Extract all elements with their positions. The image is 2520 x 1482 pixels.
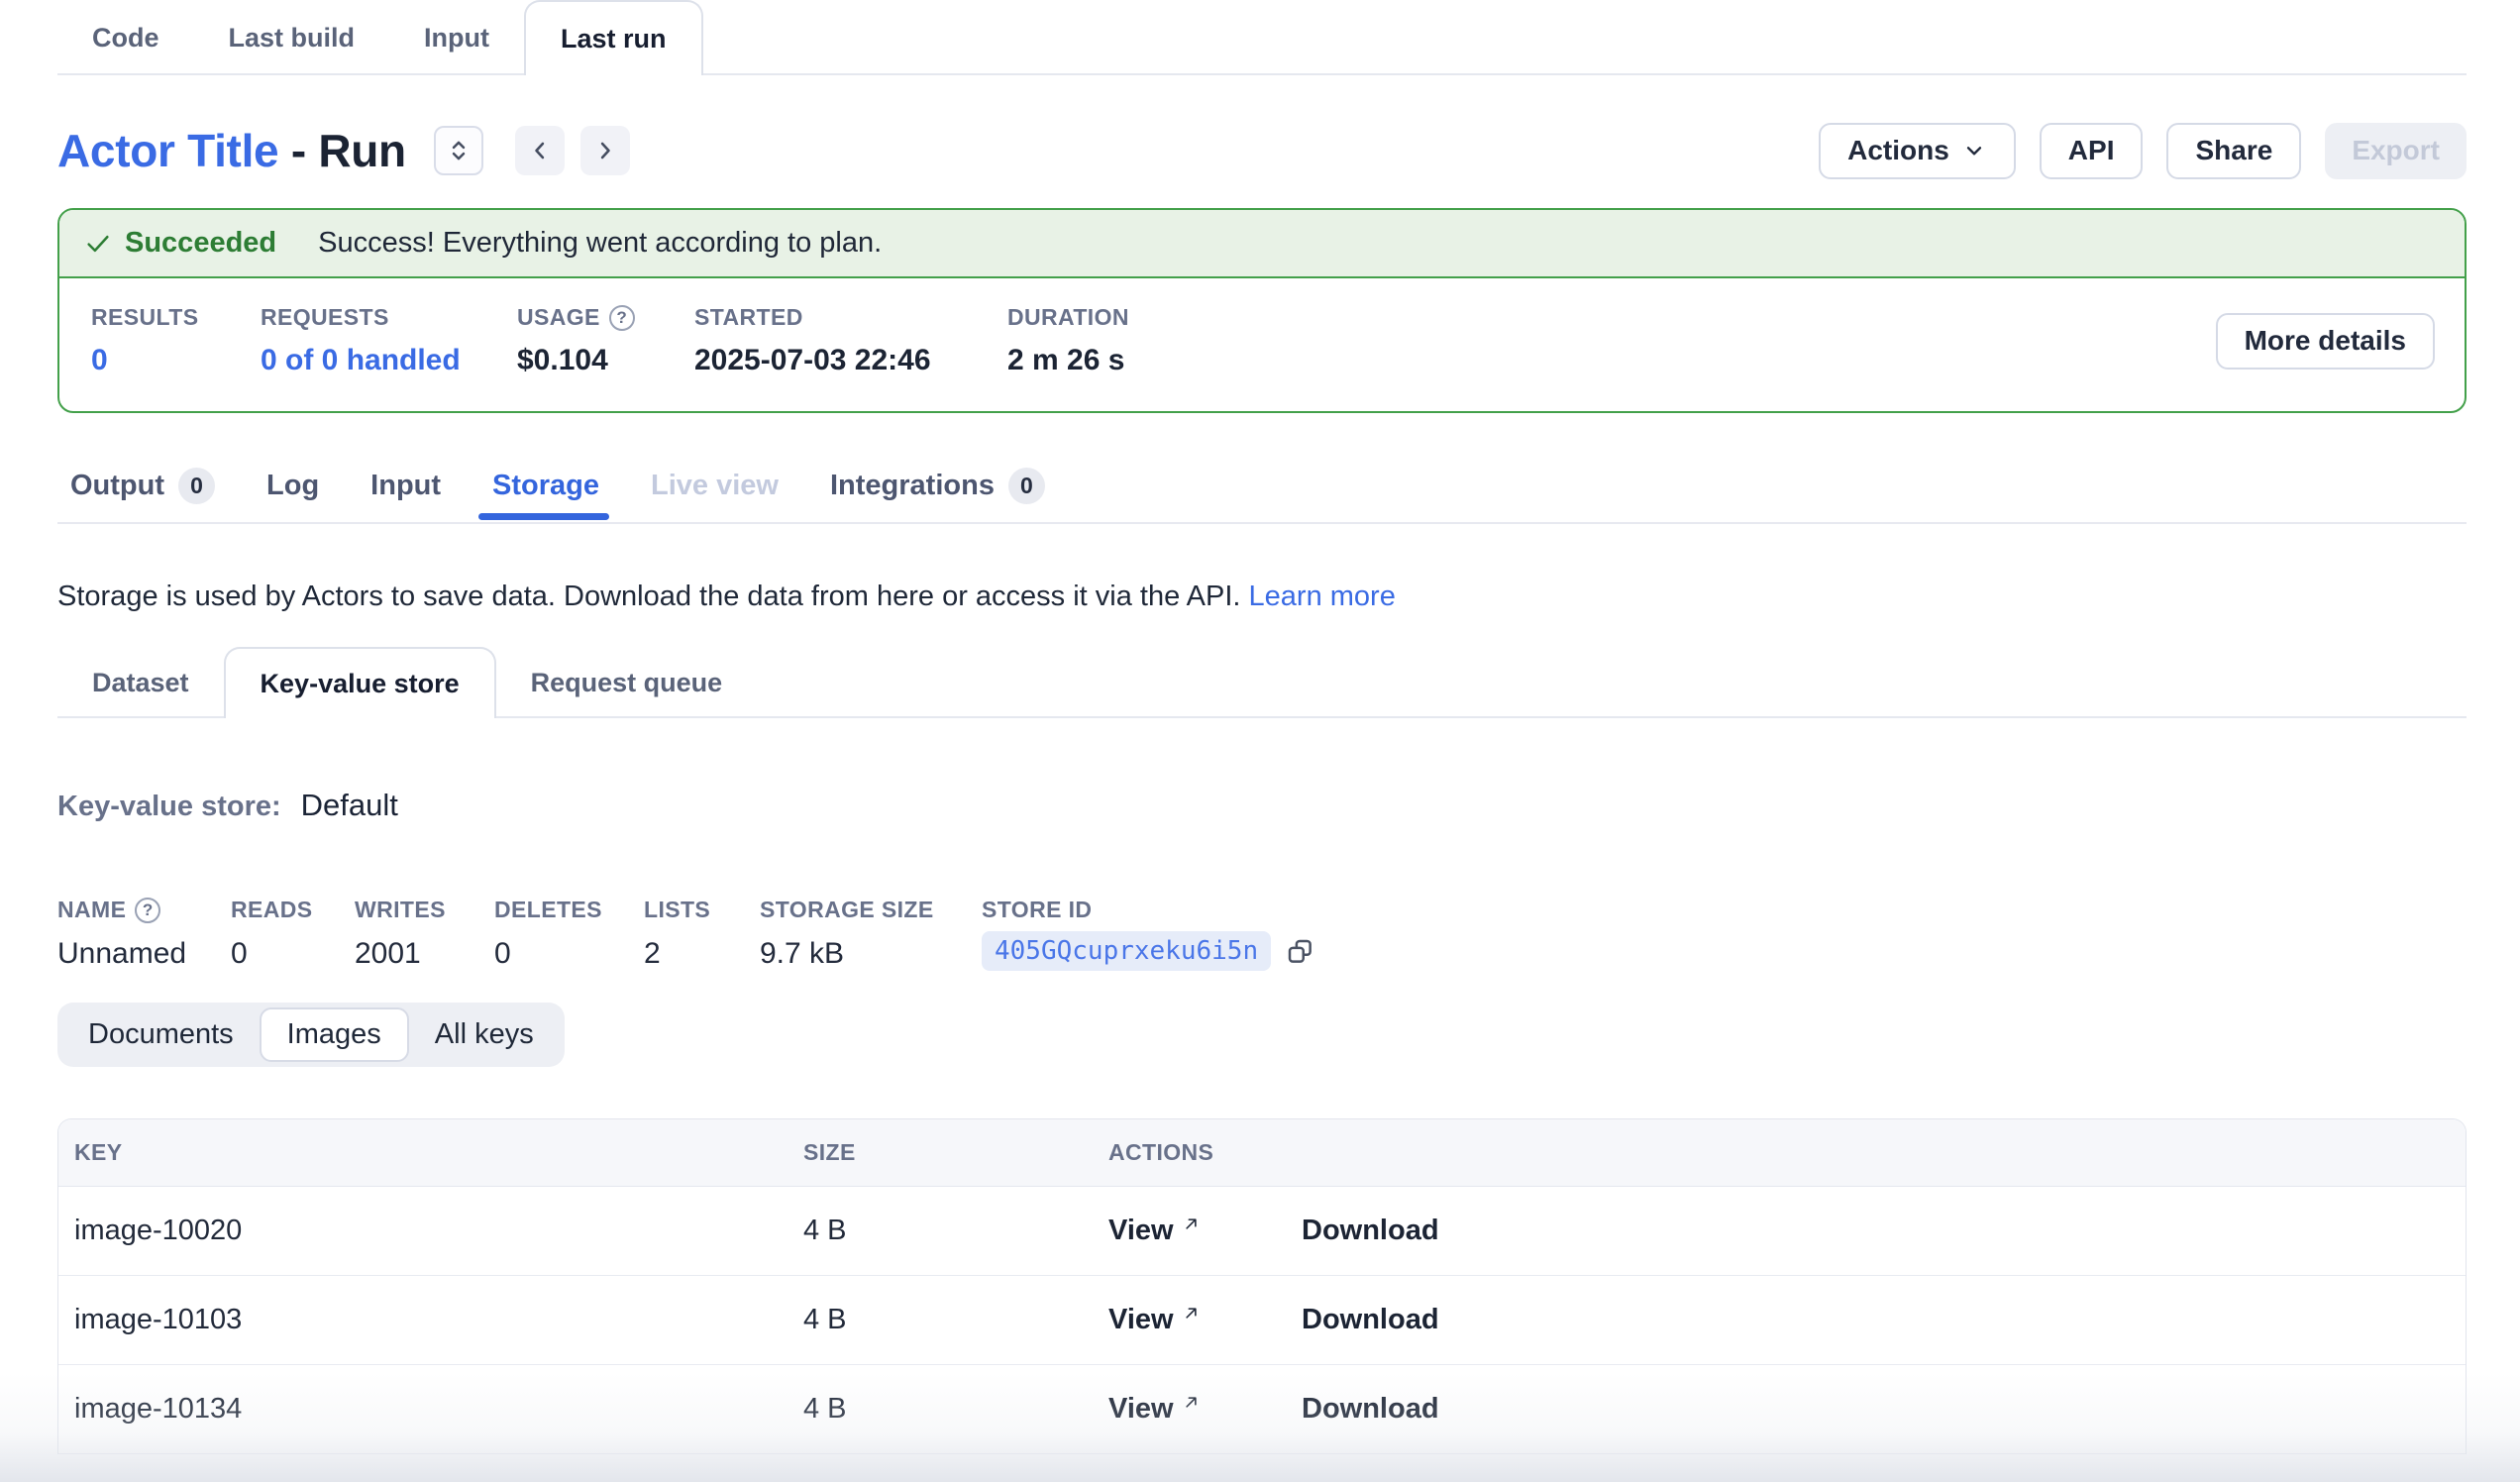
started-value: 2025-07-03 22:46 [694, 344, 931, 376]
stat-duration: DURATION 2 m 26 s [1007, 304, 1129, 376]
view-link[interactable]: View [1108, 1393, 1202, 1426]
chevron-down-icon [1961, 138, 1987, 163]
view-link[interactable]: View [1108, 1304, 1202, 1336]
export-button: Export [2325, 122, 2467, 179]
tab-request-queue[interactable]: Request queue [530, 667, 723, 697]
key-cell: image-10134 [74, 1393, 243, 1425]
tab-key-value-store[interactable]: Key-value store [223, 647, 496, 718]
chevron-left-icon [526, 137, 554, 164]
keys-table: KEY SIZE ACTIONS image-10020 4 B View Do… [57, 1118, 2467, 1454]
external-link-icon [1181, 1303, 1202, 1323]
previous-run-button[interactable] [514, 126, 565, 175]
tab-integrations[interactable]: Integrations 0 [830, 447, 1045, 524]
stat-deletes: DELETES 0 [494, 897, 602, 970]
stat-store-id: STORE ID 405GQcuprxeku6i5n [982, 897, 1314, 971]
status-banner: Succeeded Success! Everything went accor… [59, 210, 2465, 278]
storage-type-tabs: Dataset Key-value store Request queue [57, 647, 2467, 718]
status-message: Success! Everything went according to pl… [318, 227, 883, 259]
storage-description: Storage is used by Actors to save data. … [57, 581, 1396, 612]
tab-input[interactable]: Input [424, 22, 489, 53]
size-cell: 4 B [803, 1215, 847, 1246]
more-details-button[interactable]: More details [2215, 312, 2435, 370]
actions-column-header: ACTIONS [1108, 1139, 1214, 1165]
check-icon [83, 229, 113, 259]
tab-storage[interactable]: Storage [478, 447, 609, 524]
stat-lists: LISTS 2 [644, 897, 711, 970]
results-value[interactable]: 0 [91, 344, 108, 376]
help-icon[interactable]: ? [135, 897, 161, 923]
download-link[interactable]: Download [1302, 1393, 1439, 1425]
usage-value: $0.104 [517, 344, 608, 376]
chevron-right-icon [591, 137, 619, 164]
tab-dataset[interactable]: Dataset [92, 667, 189, 697]
store-name-value: Default [300, 788, 398, 822]
table-row: image-10103 4 B View Download [58, 1276, 2466, 1365]
tab-last-run[interactable]: Last run [523, 0, 703, 75]
copy-button[interactable] [1285, 936, 1314, 966]
size-cell: 4 B [803, 1393, 847, 1425]
stat-usage: USAGE ? $0.104 [517, 304, 694, 377]
run-header: Actor Title - Run [57, 119, 2467, 182]
external-link-icon [1181, 1214, 1202, 1234]
stat-started: STARTED 2025-07-03 22:46 [694, 304, 1007, 377]
filter-all-keys-button[interactable]: All keys [434, 1018, 534, 1050]
selector-icon [444, 136, 473, 165]
stat-requests: REQUESTS 0 of 0 handled [261, 304, 517, 377]
store-stats: NAME ? Unnamed READS 0 WRITES 2001 DELET… [57, 897, 2467, 971]
table-row: image-10134 4 B View Download [58, 1365, 2466, 1454]
size-column-header: SIZE [803, 1139, 856, 1165]
tab-last-build[interactable]: Last build [228, 22, 356, 53]
run-stats: RESULTS 0 REQUESTS 0 of 0 handled USAGE … [59, 278, 2465, 411]
stat-results: RESULTS 0 [91, 304, 261, 377]
api-button[interactable]: API [2039, 122, 2144, 179]
store-label: Key-value store: [57, 791, 281, 822]
store-selector-line: Key-value store: Default [57, 788, 2467, 823]
copy-icon [1285, 936, 1314, 966]
help-icon[interactable]: ? [608, 304, 635, 331]
stat-writes: WRITES 2001 [355, 897, 446, 970]
download-link[interactable]: Download [1302, 1304, 1439, 1335]
actor-top-tabs: Code Last build Input Last run [57, 0, 2467, 75]
output-count-badge: 0 [178, 467, 216, 504]
actions-button[interactable]: Actions [1819, 122, 2016, 179]
stat-storage-size: STORAGE SIZE 9.7 kB [760, 897, 934, 970]
store-id-pill[interactable]: 405GQcuprxeku6i5n [982, 931, 1272, 971]
next-run-button[interactable] [579, 126, 630, 175]
run-detail-tabs: Output 0 Log Input Storage Live view Int… [57, 447, 2467, 524]
filter-documents-button[interactable]: Documents [88, 1018, 234, 1050]
stat-name: NAME ? Unnamed [57, 897, 187, 970]
duration-value: 2 m 26 s [1007, 344, 1125, 376]
run-status-card: Succeeded Success! Everything went accor… [57, 208, 2467, 413]
actor-title-link[interactable]: Actor Title [57, 125, 279, 176]
key-column-header: KEY [74, 1139, 123, 1165]
status-badge: Succeeded [125, 227, 277, 259]
header-actions: Actions API Share Export [1819, 122, 2467, 179]
stat-reads: READS 0 [231, 897, 313, 970]
filter-images-button[interactable]: Images [259, 1007, 409, 1062]
page-title: Actor Title - Run [57, 124, 406, 177]
tab-output[interactable]: Output 0 [70, 447, 216, 524]
external-link-icon [1181, 1392, 1202, 1413]
key-cell: image-10103 [74, 1304, 243, 1335]
learn-more-link[interactable]: Learn more [1248, 581, 1396, 612]
run-selector-button[interactable] [433, 126, 483, 175]
integrations-count-badge: 0 [1007, 467, 1045, 504]
view-link[interactable]: View [1108, 1215, 1202, 1247]
download-link[interactable]: Download [1302, 1215, 1439, 1246]
run-label: - Run [290, 125, 406, 176]
key-cell: image-10020 [74, 1215, 243, 1246]
table-row: image-10020 4 B View Download [58, 1187, 2466, 1276]
tab-code[interactable]: Code [92, 22, 159, 53]
tab-input-detail[interactable]: Input [370, 469, 442, 501]
tab-live-view: Live view [651, 469, 779, 501]
requests-value[interactable]: 0 of 0 handled [261, 344, 461, 376]
share-button[interactable]: Share [2166, 122, 2302, 179]
table-header: KEY SIZE ACTIONS [58, 1119, 2466, 1187]
size-cell: 4 B [803, 1304, 847, 1335]
key-type-filter: Documents Images All keys [57, 1003, 565, 1067]
tab-log[interactable]: Log [266, 469, 320, 501]
